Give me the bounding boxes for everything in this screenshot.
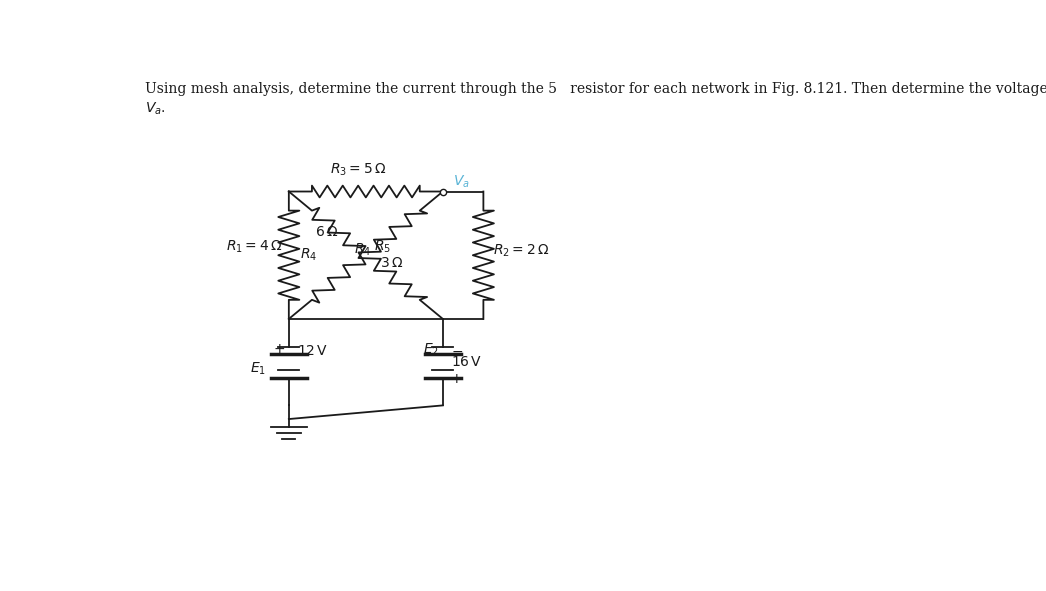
Text: Using mesh analysis, determine the current through the 5   resistor for each net: Using mesh analysis, determine the curre… xyxy=(145,82,1046,96)
Text: $E_1$: $E_1$ xyxy=(250,361,266,377)
Text: $12\,\mathrm{V}$: $12\,\mathrm{V}$ xyxy=(297,344,328,358)
Text: $16\,\mathrm{V}$: $16\,\mathrm{V}$ xyxy=(451,355,482,369)
Text: $R_3 = 5\,\Omega$: $R_3 = 5\,\Omega$ xyxy=(329,161,386,178)
Text: $-$: $-$ xyxy=(451,344,463,358)
Text: $R_1 = 4\,\Omega$: $R_1 = 4\,\Omega$ xyxy=(226,239,282,255)
Text: +: + xyxy=(273,342,285,356)
Text: $E_2$: $E_2$ xyxy=(423,341,438,358)
Text: $R_5$: $R_5$ xyxy=(374,239,391,255)
Text: $R_4$: $R_4$ xyxy=(300,247,317,264)
Text: $3\,\Omega$: $3\,\Omega$ xyxy=(381,256,404,271)
Text: $V_a.$: $V_a.$ xyxy=(145,100,166,117)
Text: $R_4$: $R_4$ xyxy=(355,242,371,258)
Text: +: + xyxy=(451,372,462,387)
Text: $6\,\Omega$: $6\,\Omega$ xyxy=(315,225,339,239)
Text: $V_a$: $V_a$ xyxy=(453,173,470,190)
Text: $R_2 = 2\,\Omega$: $R_2 = 2\,\Omega$ xyxy=(493,242,549,259)
